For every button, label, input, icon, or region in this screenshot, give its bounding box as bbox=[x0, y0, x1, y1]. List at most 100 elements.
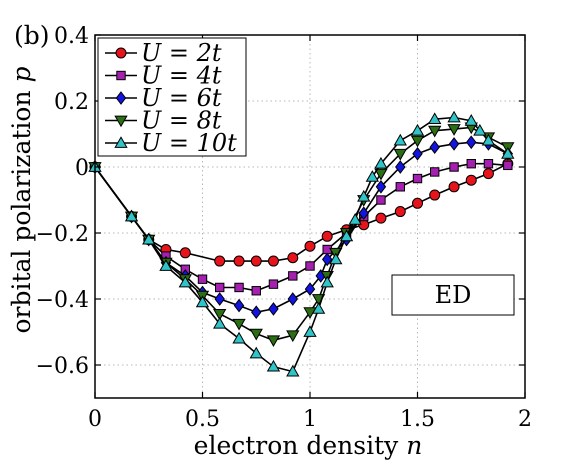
series-1 bbox=[89, 158, 514, 267]
y-tick-label: 0 bbox=[75, 156, 89, 181]
data-point bbox=[348, 212, 362, 225]
series-layer bbox=[88, 110, 515, 377]
data-point bbox=[233, 298, 245, 313]
data-point bbox=[448, 181, 460, 193]
x-axis-label: electron density n bbox=[194, 431, 423, 460]
data-point bbox=[428, 125, 442, 138]
legend-label: U = 10t bbox=[141, 129, 237, 157]
data-point bbox=[288, 271, 298, 281]
data-point bbox=[303, 325, 317, 337]
data-point bbox=[447, 124, 461, 136]
data-point bbox=[232, 318, 246, 331]
legend-item: U = 8t bbox=[105, 107, 222, 135]
y-tick-label: −0.4 bbox=[36, 288, 89, 313]
data-point bbox=[412, 146, 423, 161]
y-tick-label: −0.2 bbox=[36, 222, 89, 247]
data-point bbox=[267, 255, 279, 267]
data-point bbox=[466, 135, 477, 150]
data-point bbox=[481, 133, 496, 146]
data-point bbox=[466, 159, 476, 169]
data-point bbox=[304, 240, 316, 252]
data-point bbox=[428, 112, 442, 125]
data-point bbox=[464, 113, 478, 126]
data-point bbox=[358, 206, 369, 221]
data-point bbox=[214, 292, 225, 306]
data-point bbox=[266, 335, 281, 348]
series-line bbox=[94, 116, 509, 373]
data-point bbox=[429, 189, 441, 201]
data-point bbox=[214, 255, 226, 267]
data-point bbox=[321, 230, 333, 242]
legend-marker bbox=[115, 47, 127, 59]
data-point bbox=[429, 140, 440, 155]
legend-marker bbox=[114, 115, 128, 128]
data-point bbox=[321, 252, 333, 267]
data-point bbox=[412, 173, 423, 184]
legend-marker bbox=[115, 91, 127, 105]
x-tick-label: 0 bbox=[88, 407, 102, 432]
data-point bbox=[268, 302, 279, 316]
data-point bbox=[410, 123, 425, 136]
data-point bbox=[215, 282, 225, 293]
data-point bbox=[430, 167, 440, 177]
data-point bbox=[179, 247, 191, 259]
data-point bbox=[374, 156, 388, 169]
legend-item: U = 6t bbox=[105, 84, 222, 112]
data-point bbox=[268, 279, 279, 289]
series-line bbox=[94, 162, 509, 262]
y-tick-label: 0.2 bbox=[54, 90, 89, 115]
legend-item: U = 4t bbox=[105, 62, 222, 90]
legend-label: U = 8t bbox=[141, 107, 222, 135]
x-tick-label: 1 bbox=[303, 407, 317, 432]
data-point bbox=[394, 206, 406, 218]
data-point bbox=[465, 174, 477, 186]
data-point bbox=[483, 159, 494, 169]
data-point bbox=[287, 292, 299, 306]
data-point bbox=[393, 133, 407, 146]
data-point bbox=[410, 135, 425, 148]
data-point bbox=[234, 282, 244, 293]
data-point bbox=[482, 168, 494, 180]
axis-ticks: 0 0.5 1 1.5 2 −0.6 −0.4 −0.2 0 0.2 0.4 bbox=[36, 24, 532, 432]
data-point bbox=[311, 302, 326, 314]
data-point bbox=[286, 330, 300, 343]
data-point bbox=[448, 137, 460, 151]
data-point bbox=[503, 160, 513, 171]
data-point bbox=[124, 209, 139, 222]
data-point bbox=[251, 286, 261, 296]
data-point bbox=[266, 359, 281, 372]
data-point bbox=[375, 179, 387, 194]
data-point bbox=[232, 331, 246, 344]
data-point bbox=[159, 259, 173, 271]
legend-marker bbox=[114, 136, 128, 148]
data-point bbox=[358, 219, 370, 231]
data-point bbox=[339, 229, 354, 242]
data-point bbox=[142, 232, 156, 245]
legend: U = 2tU = 4tU = 6tU = 8tU = 10t bbox=[97, 37, 247, 157]
data-point bbox=[395, 160, 406, 174]
x-tick-label: 1.5 bbox=[400, 407, 435, 432]
data-point bbox=[287, 252, 299, 264]
data-point bbox=[249, 346, 263, 359]
data-point bbox=[449, 162, 459, 172]
data-point bbox=[233, 255, 245, 267]
y-tick-label: 0.4 bbox=[54, 24, 89, 49]
data-point bbox=[447, 110, 461, 123]
legend-label: U = 4t bbox=[141, 62, 222, 90]
data-point bbox=[376, 195, 386, 205]
data-point bbox=[329, 252, 343, 265]
data-point bbox=[375, 212, 387, 224]
data-point bbox=[213, 308, 227, 321]
legend-marker bbox=[116, 70, 126, 81]
data-point bbox=[286, 364, 300, 377]
data-point bbox=[195, 295, 210, 308]
x-tick-label: 2 bbox=[518, 407, 532, 432]
series-line bbox=[94, 162, 508, 292]
data-point bbox=[395, 182, 406, 192]
annotation-box: ED bbox=[391, 274, 515, 316]
annotation-frame bbox=[391, 274, 515, 316]
data-point bbox=[249, 328, 263, 341]
data-point bbox=[374, 168, 388, 181]
data-point bbox=[178, 275, 192, 288]
